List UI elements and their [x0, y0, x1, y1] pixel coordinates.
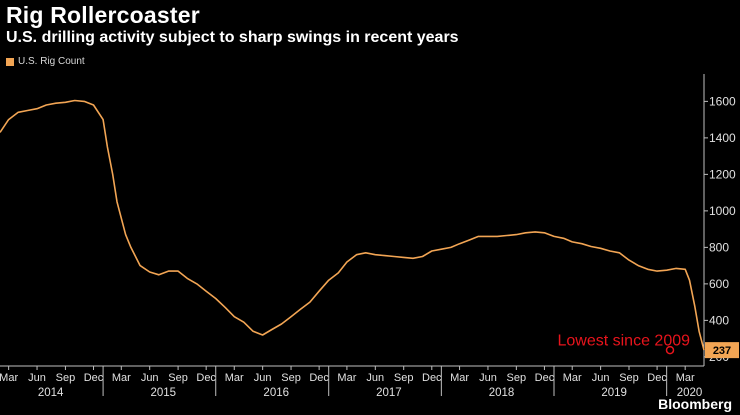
x-tick-label: Dec	[309, 372, 329, 384]
x-tick-label: Mar	[563, 372, 582, 384]
year-label: 2018	[489, 387, 515, 399]
year-label: 2014	[38, 387, 64, 399]
y-tick-label: 800	[709, 240, 729, 254]
year-label: 2020	[677, 387, 703, 399]
year-label: 2016	[263, 387, 289, 399]
x-tick-label: Jun	[479, 372, 497, 384]
year-label: 2019	[601, 387, 627, 399]
last-value-box	[705, 342, 739, 359]
y-tick-label: 600	[709, 277, 729, 291]
x-tick-label: Sep	[168, 372, 188, 384]
series-line-rig-count	[0, 99, 705, 351]
x-tick-label: Dec	[535, 372, 555, 384]
chart-title: Rig Rollercoaster	[6, 2, 200, 28]
axes: 2004006008001000120014001600MarJunSepDec…	[0, 74, 736, 399]
x-tick-label: Dec	[84, 372, 104, 384]
lowest-point-marker	[665, 345, 675, 355]
x-tick-label: Sep	[619, 372, 639, 384]
x-tick-label: Jun	[141, 372, 159, 384]
legend: U.S. Rig Count	[6, 56, 85, 67]
x-tick-label: Sep	[507, 372, 527, 384]
x-tick-label: Jun	[254, 372, 272, 384]
x-tick-label: Mar	[450, 372, 469, 384]
y-tick-label: 1600	[709, 94, 736, 108]
x-tick-label: Dec	[196, 372, 216, 384]
x-tick-label: Dec	[647, 372, 667, 384]
year-label: 2017	[376, 387, 402, 399]
bloomberg-logo: Bloomberg	[658, 396, 732, 412]
x-tick-label: Sep	[281, 372, 301, 384]
annotation-layer: 237 Lowest since 2009	[557, 332, 739, 359]
y-tick-label: 1200	[709, 167, 736, 181]
x-tick-label: Mar	[112, 372, 131, 384]
annotation-text: Lowest since 2009	[557, 332, 690, 349]
x-tick-label: Sep	[56, 372, 76, 384]
y-tick-label: 1400	[709, 131, 736, 145]
x-tick-label: Sep	[394, 372, 414, 384]
x-tick-label: Jun	[28, 372, 46, 384]
y-tick-label: 400	[709, 313, 729, 327]
legend-swatch	[6, 57, 14, 66]
chart-subtitle: U.S. drilling activity subject to sharp …	[6, 29, 459, 46]
legend-label: U.S. Rig Count	[18, 56, 85, 67]
x-tick-label: Jun	[592, 372, 610, 384]
x-tick-label: Mar	[0, 372, 18, 384]
x-tick-label: Mar	[225, 372, 244, 384]
last-value-label: 237	[713, 345, 731, 357]
x-tick-label: Jun	[366, 372, 384, 384]
x-tick-label: Mar	[676, 372, 695, 384]
year-label: 2015	[150, 387, 176, 399]
series-layer	[0, 99, 705, 351]
x-tick-label: Dec	[422, 372, 442, 384]
x-tick-label: Mar	[337, 372, 356, 384]
y-tick-label: 1000	[709, 204, 736, 218]
